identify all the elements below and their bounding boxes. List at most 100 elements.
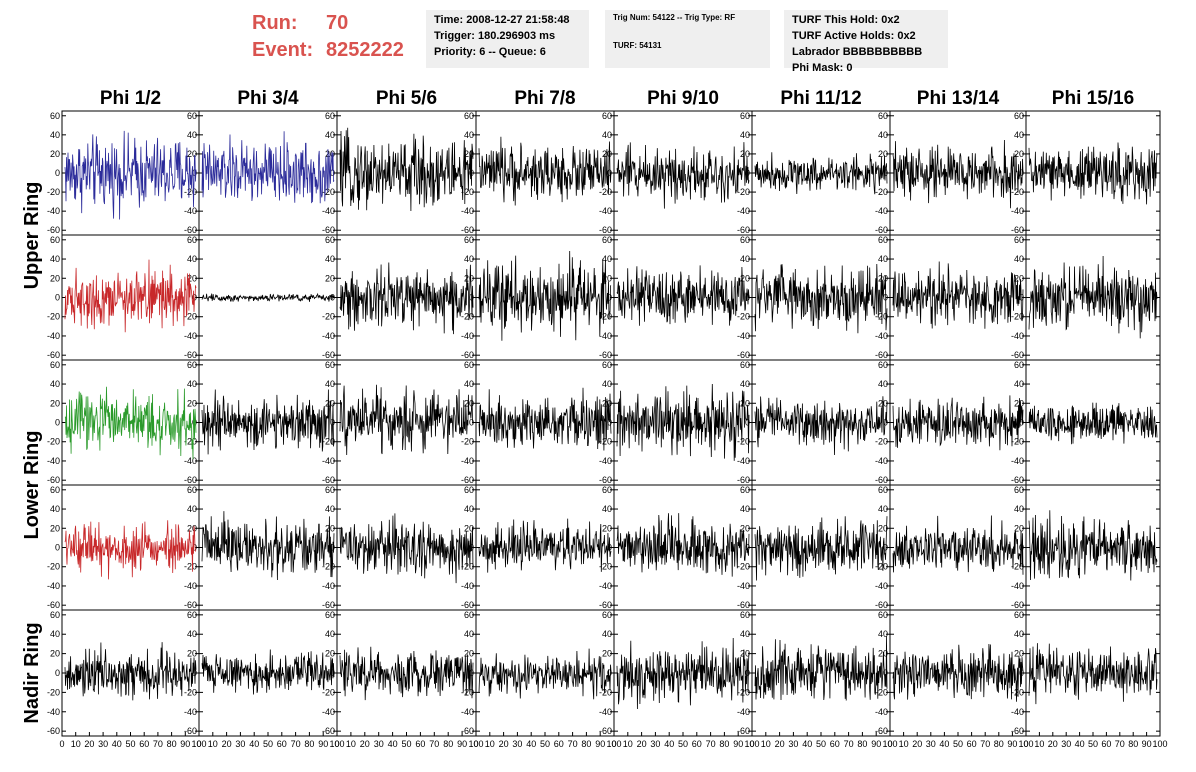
y-tick-label: -60 (322, 600, 335, 610)
priority-line: Priority: 6 -- Queue: 6 (434, 46, 546, 58)
y-tick-label: -60 (875, 600, 888, 610)
x-tick-label: 100 (329, 739, 344, 749)
y-tick-label: -60 (737, 475, 750, 485)
y-tick-label: 60 (602, 485, 612, 495)
y-tick-label: -20 (184, 562, 197, 572)
y-tick-label: -60 (599, 475, 612, 485)
x-tick-label: 0 (887, 739, 892, 749)
y-tick-label: 40 (602, 254, 612, 264)
y-tick-label: 60 (464, 485, 474, 495)
y-tick-label: 20 (1014, 149, 1024, 159)
y-tick-label: -20 (599, 312, 612, 322)
y-tick-label: 40 (1014, 130, 1024, 140)
x-tick-label: 40 (526, 739, 536, 749)
y-tick-label: 20 (187, 523, 197, 533)
waveform-trace (616, 513, 750, 577)
y-tick-label: -40 (47, 331, 60, 341)
y-tick-label: 60 (602, 610, 612, 620)
x-tick-label: 100 (1152, 739, 1167, 749)
y-tick-label: 20 (1014, 273, 1024, 283)
x-tick-label: 60 (692, 739, 702, 749)
x-tick-label: 60 (554, 739, 564, 749)
x-tick-label: 0 (473, 739, 478, 749)
waveform-trace (1028, 142, 1158, 205)
x-tick-label: 80 (719, 739, 729, 749)
y-tick-label: -60 (461, 726, 474, 736)
waveform-trace (892, 261, 1024, 329)
y-tick-label: -20 (737, 187, 750, 197)
x-tick-label: 40 (664, 739, 674, 749)
y-tick-label: -40 (1011, 581, 1024, 591)
x-tick-label: 80 (304, 739, 314, 749)
y-tick-label: -20 (47, 437, 60, 447)
x-tick-label: 20 (84, 739, 94, 749)
y-tick-label: -60 (322, 350, 335, 360)
x-tick-label: 30 (788, 739, 798, 749)
waveform-trace (478, 518, 612, 573)
waveform-trace (754, 636, 888, 701)
x-tick-label: 60 (139, 739, 149, 749)
x-tick-label: 70 (568, 739, 578, 749)
x-tick-label: 100 (744, 739, 759, 749)
y-tick-label: 60 (50, 360, 60, 370)
y-tick-label: -60 (184, 350, 197, 360)
trigger-info-box: Trig Num: 54122 -- Trig Type: RF TURF: 5… (605, 10, 770, 68)
time-info-box: Time: 2008-12-27 21:58:48 Trigger: 180.2… (426, 10, 589, 68)
y-tick-label: -40 (1011, 707, 1024, 717)
y-tick-label: 20 (325, 649, 335, 659)
y-tick-label: 40 (464, 379, 474, 389)
waveform-trace (478, 136, 612, 206)
y-tick-label: 60 (325, 235, 335, 245)
y-tick-label: 60 (464, 360, 474, 370)
y-tick-label: -40 (461, 707, 474, 717)
y-tick-label: 20 (50, 649, 60, 659)
waveform-trace (201, 511, 335, 581)
y-tick-label: -60 (875, 350, 888, 360)
y-tick-label: 60 (878, 360, 888, 370)
waveform-trace (201, 292, 335, 302)
y-tick-label: 20 (325, 273, 335, 283)
y-tick-label: 20 (464, 149, 474, 159)
y-tick-label: 60 (187, 610, 197, 620)
y-tick-label: 40 (878, 504, 888, 514)
waveform-trace (64, 130, 197, 220)
column-header: Phi 13/14 (917, 88, 1000, 109)
y-tick-label: -20 (47, 562, 60, 572)
event-value: 8252222 (326, 39, 404, 61)
y-tick-label: -20 (322, 312, 335, 322)
y-tick-label: -40 (322, 206, 335, 216)
x-tick-label: 100 (1018, 739, 1033, 749)
y-tick-label: 60 (878, 485, 888, 495)
y-tick-label: -20 (1011, 687, 1024, 697)
waveform-trace (339, 262, 474, 335)
y-tick-label: -20 (461, 312, 474, 322)
y-tick-label: 60 (325, 111, 335, 121)
y-tick-label: -60 (875, 225, 888, 235)
x-tick-label: 20 (499, 739, 509, 749)
y-tick-label: -40 (184, 456, 197, 466)
y-tick-label: -20 (184, 312, 197, 322)
x-tick-label: 80 (443, 739, 453, 749)
y-tick-label: -20 (737, 562, 750, 572)
y-tick-label: -60 (737, 225, 750, 235)
y-tick-label: 60 (187, 485, 197, 495)
x-tick-label: 50 (678, 739, 688, 749)
x-tick-label: 70 (291, 739, 301, 749)
y-tick-label: -40 (184, 331, 197, 341)
x-tick-label: 60 (830, 739, 840, 749)
y-tick-label: 60 (740, 485, 750, 495)
x-tick-label: 0 (1023, 739, 1028, 749)
y-tick-label: 40 (325, 130, 335, 140)
x-tick-label: 30 (235, 739, 245, 749)
y-tick-label: -60 (322, 726, 335, 736)
x-tick-label: 20 (222, 739, 232, 749)
y-tick-label: 0 (192, 543, 197, 553)
x-tick-label: 20 (775, 739, 785, 749)
y-tick-label: -60 (737, 350, 750, 360)
y-tick-label: 40 (50, 130, 60, 140)
x-tick-label: 100 (191, 739, 206, 749)
y-tick-label: 60 (878, 235, 888, 245)
y-tick-label: 0 (192, 293, 197, 303)
y-tick-label: 60 (464, 610, 474, 620)
waveform-trace (616, 637, 750, 710)
